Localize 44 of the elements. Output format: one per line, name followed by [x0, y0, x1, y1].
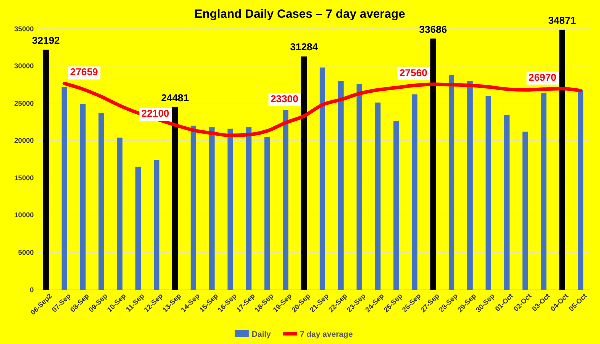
- data-label: 34871: [548, 16, 577, 27]
- bar: [504, 116, 510, 290]
- bar: [62, 87, 68, 290]
- bar: [375, 102, 381, 290]
- bar: [228, 128, 234, 290]
- data-label: 31284: [290, 42, 319, 54]
- data-label: 32192: [32, 36, 61, 47]
- bar: [43, 50, 49, 290]
- chart-title: England Daily Cases – 7 day average: [194, 7, 406, 21]
- data-label: 27659: [70, 68, 99, 79]
- bar: [541, 93, 547, 290]
- bar: [467, 81, 473, 290]
- bar: [338, 81, 344, 290]
- data-label: 26970: [528, 72, 558, 84]
- bar: [412, 94, 418, 290]
- bar: [578, 90, 584, 290]
- data-label: 27560: [400, 68, 428, 80]
- bar: [80, 104, 86, 290]
- legend-label: 7 day average: [300, 330, 354, 339]
- line-series: [62, 82, 583, 138]
- bar: [283, 110, 289, 290]
- data-label: 22100: [142, 109, 170, 120]
- data-label: 24481: [161, 93, 190, 104]
- bar: [356, 84, 362, 290]
- bar: [448, 75, 455, 290]
- bar: [136, 166, 142, 290]
- bar: [117, 138, 123, 290]
- bar: [98, 113, 104, 290]
- bar: [246, 127, 252, 290]
- bar: [302, 56, 308, 290]
- bar: [190, 126, 196, 290]
- bar: [486, 96, 492, 290]
- bar: [172, 107, 178, 290]
- bar: [394, 121, 400, 290]
- bar: [209, 127, 215, 290]
- legend-label: Daily: [252, 330, 272, 339]
- bar: [430, 38, 436, 290]
- bar: [522, 132, 528, 290]
- data-label: 33686: [419, 24, 448, 36]
- bar: [560, 30, 566, 290]
- bar: [264, 137, 270, 290]
- bar: [154, 160, 160, 290]
- bar: [320, 68, 326, 290]
- data-label: 23300: [270, 94, 299, 106]
